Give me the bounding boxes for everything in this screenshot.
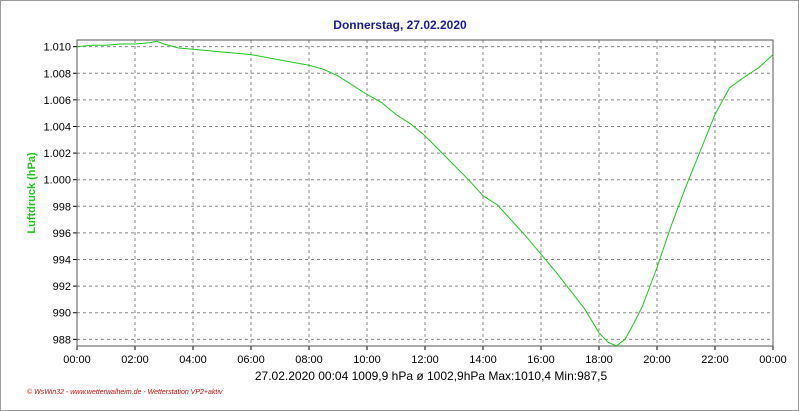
x-tick-label: 12:00 [411,354,439,366]
grid-lines [73,40,774,350]
y-tick-label: 1.002 [43,148,71,160]
x-tick-label: 14:00 [469,354,497,366]
y-tick-label: 996 [53,228,71,240]
x-tick-label: 02:00 [121,354,149,366]
x-tick-labels: 00:00 02:00 04:00 06:00 08:00 10:00 12:00 14:00… [63,354,787,366]
y-tick-label: 994 [53,255,71,267]
y-tick-label: 1.010 [43,42,71,54]
y-tick-label: 1.006 [43,95,71,107]
x-tick-label: 00:00 [759,354,787,366]
x-tick-label: 16:00 [527,354,555,366]
x-tick-label: 10:00 [353,354,381,366]
x-tick-label: 06:00 [237,354,265,366]
y-tick-label: 1.004 [43,121,71,133]
y-tick-label: 988 [53,334,71,346]
y-tick-label: 1.008 [43,68,71,80]
y-tick-label: 992 [53,281,71,293]
x-tick-label: 20:00 [643,354,671,366]
y-tick-labels: 1.010 1.008 1.006 1.004 1.002 1.000 998 996 994 9… [43,42,71,347]
y-axis-label: Luftdruck (hPa) [26,152,38,234]
stats-line: 27.02.2020 00:04 1009,9 hPa ø 1002,9hPa … [255,369,608,383]
y-tick-label: 998 [53,201,71,213]
y-tick-label: 1.000 [43,175,71,187]
x-tick-label: 22:00 [701,354,729,366]
x-tick-label: 18:00 [585,354,613,366]
chart-title: Donnerstag, 27.02.2020 [333,18,467,32]
x-tick-label: 08:00 [295,354,323,366]
series-line [76,40,774,347]
credit-line: © WsWin32 - www.wetterwalheim.de - Wette… [27,388,223,396]
y-tick-label: 990 [53,308,71,320]
x-tick-label: 04:00 [179,354,207,366]
plot-area [76,39,774,347]
x-tick-label: 00:00 [63,354,91,366]
